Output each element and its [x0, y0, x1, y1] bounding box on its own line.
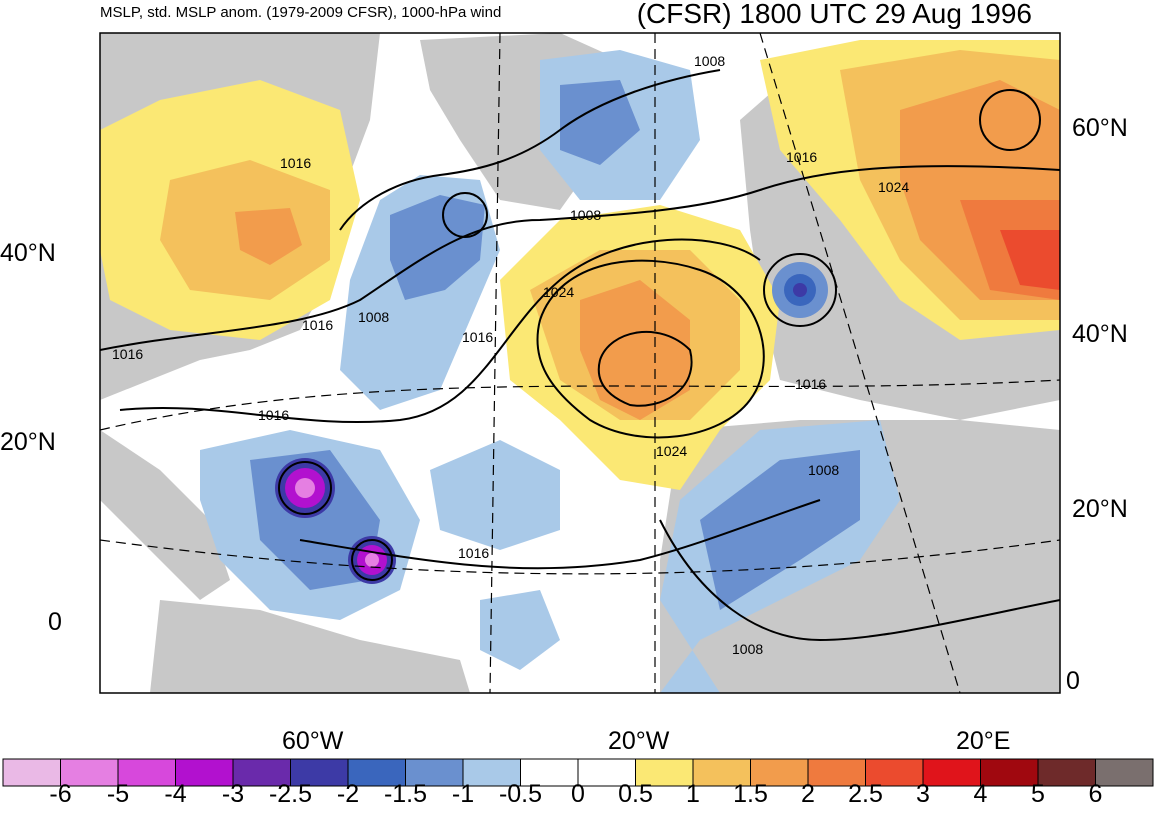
- graticule: [100, 33, 1060, 693]
- colorbar-swatch: [347, 758, 406, 787]
- colorbar-swatch: [520, 758, 579, 787]
- orange-core-west: [235, 208, 302, 265]
- isobar-label: 1024: [656, 443, 687, 459]
- hurricane-center-west-core: [295, 478, 315, 498]
- isobar-line: [597, 330, 693, 407]
- isobar-label: 1016: [458, 545, 489, 561]
- isobar-label: 1008: [358, 309, 389, 325]
- isobar-closed: [763, 253, 837, 327]
- colorbar-tick-label: 0.5: [618, 780, 653, 808]
- lat-label-right-0: 0: [1066, 667, 1080, 695]
- isobar-line: [299, 499, 821, 570]
- red-core-europe: [1000, 230, 1060, 290]
- lat-label-right-60n: 60°N: [1072, 114, 1128, 142]
- colorbar-tick-label: -1.5: [383, 780, 428, 808]
- longitude-line-20e: [759, 33, 961, 693]
- colorbar-tick-label: 1: [686, 780, 700, 808]
- colorbar-swatch: [462, 758, 521, 787]
- colorbar-tick-label: -5: [106, 780, 130, 808]
- colorbar-tick-label: -2: [336, 780, 360, 808]
- longitude-line-60w: [489, 33, 501, 693]
- colorbar-swatch: [232, 758, 291, 787]
- isobar-label: 1008: [570, 207, 601, 223]
- isobar-line: [536, 259, 765, 439]
- colorbar-tick-label: -0.5: [498, 780, 543, 808]
- colorbar-swatch: [117, 758, 176, 787]
- south-america-land: [150, 600, 470, 693]
- colorbar-tick-label: 5: [1031, 780, 1045, 808]
- map-border: [99, 32, 1061, 694]
- isobar-line: [339, 69, 721, 231]
- isobar-label: 1016: [795, 376, 826, 392]
- colorbar-swatch: [980, 758, 1039, 787]
- colorbar-swatch: [922, 758, 981, 787]
- lon-label-20e: 20°E: [956, 727, 1011, 755]
- colorbar: [2, 758, 1154, 787]
- isobar-closed: [278, 461, 332, 515]
- blue-anomaly-atlantic-mid: [430, 440, 560, 550]
- colorbar-swatch: [692, 758, 751, 787]
- colorbar-tick-label: 2: [801, 780, 815, 808]
- isobar-label: 1016: [258, 407, 289, 423]
- blue-core-labrador: [390, 195, 485, 300]
- colorbar-swatch: [175, 758, 234, 787]
- isobar-label: 1016: [302, 317, 333, 333]
- colorbar-swatch: [1095, 758, 1154, 787]
- isobar-closed: [442, 192, 488, 238]
- lon-label-60w: 60°W: [282, 727, 344, 755]
- colorbar-tick-label: 4: [973, 780, 988, 808]
- isobar-line: [659, 519, 1060, 642]
- isobar-label: 1016: [112, 346, 143, 362]
- colorbar-swatch: [577, 758, 636, 787]
- isobar-label: 1008: [808, 462, 839, 478]
- colorbar-tick-label: -6: [49, 780, 72, 808]
- isobar-closed: [351, 539, 393, 581]
- isobar-line: [100, 165, 1060, 351]
- isobar-label: 1016: [786, 149, 817, 165]
- latitude-line-0: [100, 539, 1060, 575]
- isobar-label: 1008: [694, 53, 725, 69]
- map-datetime: (CFSR) 1800 UTC 29 Aug 1996: [636, 0, 1032, 29]
- lat-label-left-20n: 20°N: [0, 428, 56, 456]
- isobar-label: 1016: [280, 155, 311, 171]
- colorbar-tick-label: -3: [221, 780, 245, 808]
- colorbar-tick-label: 3: [916, 780, 930, 808]
- isobar-closed: [979, 89, 1041, 151]
- lon-label-20w: 20°W: [608, 727, 670, 755]
- lat-label-left-0: 0: [48, 608, 62, 636]
- cyclone-centers: [275, 262, 828, 584]
- colorbar-tick-label: -2.5: [268, 780, 313, 808]
- lat-label-left-40n: 40°N: [0, 239, 56, 267]
- colorbar-swatch: [60, 758, 119, 787]
- lat-label-right-40n: 40°N: [1072, 320, 1128, 348]
- colorbar-swatch: [865, 758, 924, 787]
- colorbar-tick-label: 1.5: [733, 780, 768, 808]
- lat-label-right-20n: 20°N: [1072, 495, 1128, 523]
- colorbar-tick-label: -1: [451, 780, 475, 808]
- latitude-line-20n: [100, 379, 1060, 431]
- map-title: MSLP, std. MSLP anom. (1979-2009 CFSR), …: [100, 4, 502, 21]
- isobar-label: 1024: [543, 284, 574, 300]
- blue-core-greenland: [560, 80, 640, 165]
- blue-anomaly-south: [480, 590, 560, 670]
- colorbar-tick-label: -4: [164, 780, 187, 808]
- hurricane-center-east-core: [365, 553, 379, 567]
- colorbar-tick-label: 6: [1088, 780, 1103, 808]
- colorbar-tick-label: 0: [571, 780, 585, 808]
- isobar-line: [119, 238, 761, 423]
- central-america-land: [100, 430, 230, 600]
- isobars: [100, 69, 1060, 642]
- isobar-label: 1016: [462, 329, 493, 345]
- colorbar-swatch: [2, 758, 61, 787]
- orange-core-atlantic-high: [580, 280, 690, 420]
- isobar-label: 1008: [732, 641, 763, 657]
- low-center-europe-core: [793, 283, 807, 297]
- colorbar-tick-label: 2.5: [848, 780, 883, 808]
- isobar-label-group: 1016 1016 1016 1016 1016 1016 1016 1016 …: [112, 53, 909, 657]
- colorbar-swatch: [1037, 758, 1096, 787]
- isobar-label: 1024: [878, 179, 909, 195]
